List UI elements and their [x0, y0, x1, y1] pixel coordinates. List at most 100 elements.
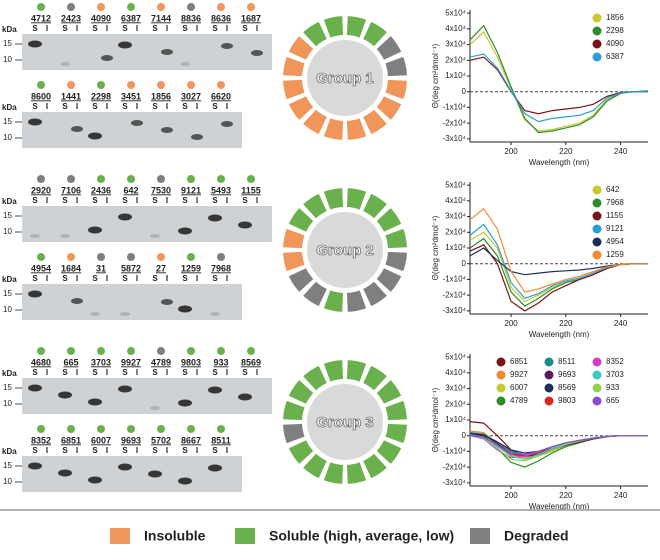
lane-i: I [256, 196, 258, 205]
y-tick-label: 4x10⁴ [445, 368, 466, 377]
lane-id: 9803 [181, 357, 201, 367]
legend-swatch [592, 370, 602, 380]
y-tick-label: 3x10⁴ [445, 212, 466, 221]
lane-i: I [226, 24, 228, 33]
legend-swatch [544, 383, 554, 393]
y-axis-label: Θ(deg cm²dmol⁻¹) [431, 215, 440, 280]
lane-status-dot [217, 253, 225, 261]
y-tick-label: 2x10⁴ [445, 227, 466, 236]
y-tick-label: 1x10⁴ [445, 71, 466, 80]
lane-s: S [182, 446, 188, 455]
lane-i: I [196, 24, 198, 33]
lane-status-dot [67, 81, 75, 89]
legend-swatch [592, 198, 602, 208]
lane-status-dot [67, 175, 75, 183]
lane-id: 1684 [61, 263, 81, 273]
ring-segment [363, 193, 387, 219]
lane-i: I [166, 368, 168, 377]
legend-text: Degraded [504, 528, 569, 544]
gel-band [118, 213, 132, 221]
cd-line [469, 207, 648, 293]
ring-segment [303, 365, 327, 391]
gel-band [71, 126, 83, 132]
cd-line [469, 435, 648, 462]
ring-segment [323, 462, 344, 484]
lane-s: S [152, 368, 158, 377]
lane-status-dot [187, 175, 195, 183]
legend-label: 4954 [606, 237, 624, 246]
lane-i: I [256, 24, 258, 33]
lane-id: 665 [63, 357, 78, 367]
marker-label: 10 [3, 305, 12, 314]
legend-swatch [544, 357, 554, 367]
legend-swatch [592, 26, 602, 36]
ring-segment [376, 440, 402, 464]
lane-id: 9693 [121, 435, 141, 445]
gel-band [58, 391, 72, 399]
y-tick-label: 4x10⁴ [445, 196, 466, 205]
legend-label: 6851 [510, 357, 528, 366]
lane-id: 4789 [151, 357, 171, 367]
lane-s: S [122, 24, 128, 33]
lane-s: S [212, 196, 218, 205]
legend-swatch [496, 383, 506, 393]
ring-segment [303, 193, 327, 219]
ring-center [307, 212, 383, 288]
y-tick-label: 3x10⁴ [445, 384, 466, 393]
ring-segment [288, 208, 314, 232]
lane-s: S [92, 446, 98, 455]
gel-band [131, 120, 143, 126]
lane-s: S [242, 368, 248, 377]
legend-label: 7968 [606, 198, 624, 207]
gel-band [221, 121, 233, 127]
lane-i: I [166, 196, 168, 205]
legend-swatch [592, 211, 602, 221]
ring-segment [346, 118, 367, 140]
lane-s: S [92, 196, 98, 205]
lane-id: 1155 [241, 185, 261, 195]
y-tick-label: 1x10⁴ [445, 243, 466, 252]
lane-i: I [76, 368, 78, 377]
y-tick-label: -2x10⁴ [443, 290, 467, 299]
lane-s: S [32, 274, 38, 283]
ring-segment [288, 440, 314, 464]
lane-s: S [212, 446, 218, 455]
ring-segment [376, 208, 402, 232]
ring-segment [323, 188, 344, 210]
lane-status-dot [97, 347, 105, 355]
lane-s: S [122, 196, 128, 205]
lane-i: I [46, 102, 48, 111]
lane-i: I [136, 274, 138, 283]
lane-s: S [62, 102, 68, 111]
y-tick-label: -2x10⁴ [443, 462, 467, 471]
legend-label: 2298 [606, 26, 624, 35]
legend-swatch [496, 396, 506, 406]
lane-status-dot [157, 253, 165, 261]
legend-swatch [592, 224, 602, 234]
lane-status-dot [37, 175, 45, 183]
legend-swatch [592, 237, 602, 247]
lane-s: S [92, 24, 98, 33]
lane-i: I [166, 274, 168, 283]
gel-band [208, 386, 222, 394]
gel-band [30, 234, 40, 238]
gel-image [22, 456, 242, 492]
cd-line [469, 24, 649, 134]
legend-label: 9693 [558, 370, 576, 379]
group-label: Group 1 [316, 70, 374, 87]
lane-id: 31 [96, 263, 106, 273]
lane-status-dot [127, 81, 135, 89]
lane-s: S [62, 446, 68, 455]
marker-label: 10 [3, 55, 12, 64]
lane-i: I [226, 196, 228, 205]
gel-band [28, 40, 42, 48]
lane-id: 6007 [91, 435, 111, 445]
legend-label: 8569 [558, 383, 576, 392]
legend-label: 642 [606, 185, 620, 194]
ring-segment [376, 268, 402, 292]
ring-segment [288, 36, 314, 60]
ring-segment [385, 79, 407, 100]
ring-segment [385, 228, 407, 249]
y-tick-label: 2x10⁴ [445, 399, 466, 408]
y-axis-label: Θ(deg cm²dmol⁻¹) [431, 387, 440, 452]
